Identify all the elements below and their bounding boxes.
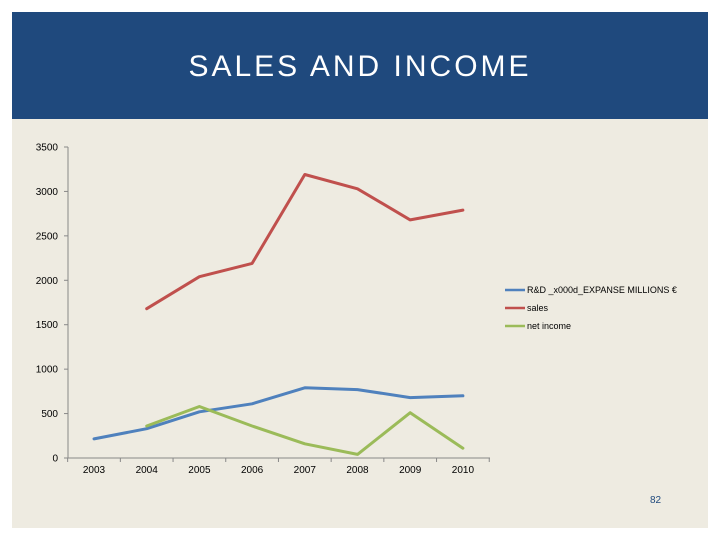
x-tick-label: 2003 [83, 465, 106, 476]
y-tick-label: 2000 [36, 276, 59, 287]
series-line-2 [145, 173, 465, 311]
y-tick-label: 0 [52, 454, 58, 465]
x-tick-label: 2007 [294, 465, 317, 476]
x-tick-label: 2006 [241, 465, 264, 476]
chart-axes: 0 500 1000 1500 2000 2500 3000 3500 2003 2004 2005… [36, 143, 490, 476]
x-tick-label: 2009 [399, 465, 422, 476]
chart-series [92, 173, 465, 456]
legend-label: sales [527, 303, 549, 313]
slide-title: SALES AND INCOME [188, 50, 532, 83]
series-line-3 [145, 405, 465, 456]
x-tick-label: 2004 [136, 465, 159, 476]
y-tick-label: 500 [41, 409, 58, 420]
x-tick-label: 2008 [346, 465, 369, 476]
page-number: 82 [650, 495, 662, 506]
slide: SALES AND INCOME [12, 12, 708, 528]
y-tick-label: 3500 [36, 143, 59, 154]
legend-label: R&D _x000d_EXPANSE MILLIONS € [527, 285, 677, 295]
title-band: SALES AND INCOME [12, 12, 708, 119]
chart-legend: R&D _x000d_EXPANSE MILLIONS € sales net in… [505, 285, 677, 331]
y-tick-label: 3000 [36, 187, 59, 198]
y-tick-label: 1500 [36, 320, 59, 331]
y-tick-label: 2500 [36, 231, 59, 242]
x-tick-label: 2005 [188, 465, 211, 476]
y-tick-label: 1000 [36, 365, 59, 376]
legend-label: net income [527, 321, 571, 331]
x-tick-label: 2010 [452, 465, 475, 476]
series-line-1 [92, 386, 465, 441]
